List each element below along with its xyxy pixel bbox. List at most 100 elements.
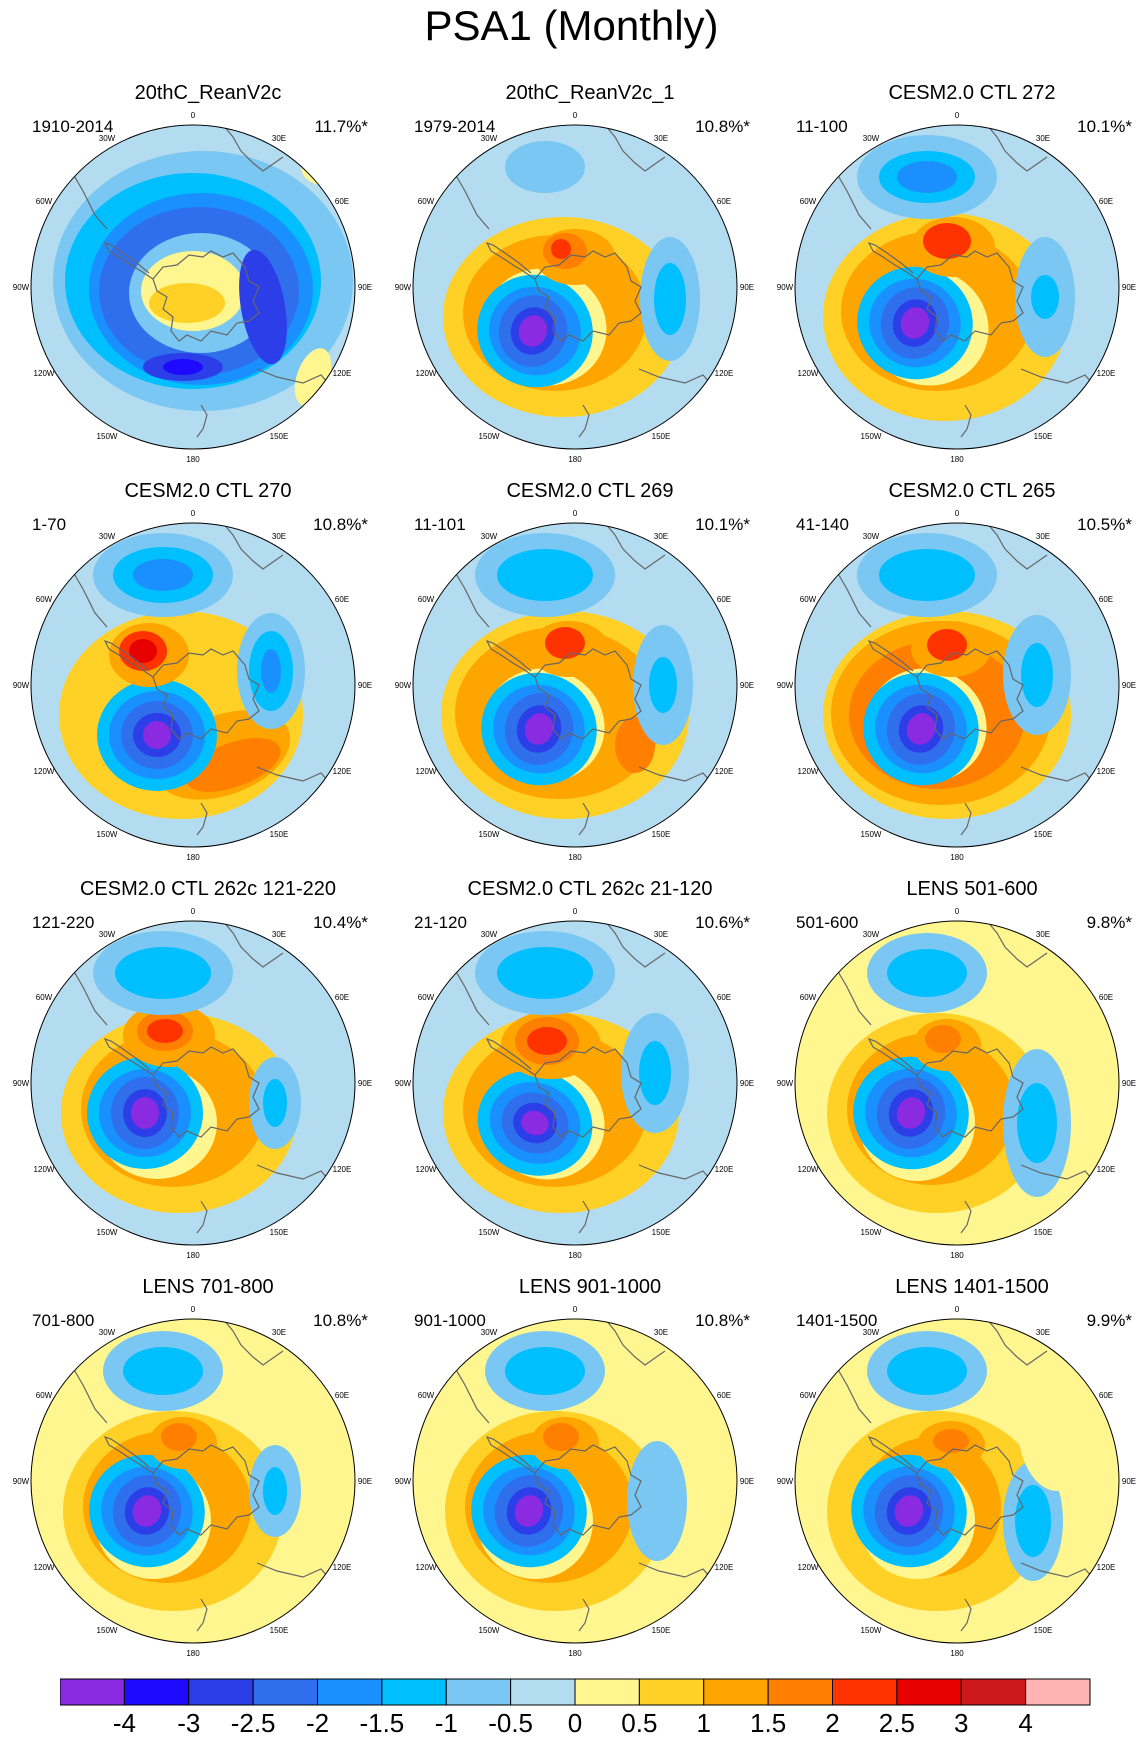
longitude-label: 60W <box>418 595 435 604</box>
longitude-label: 180 <box>950 455 964 464</box>
anomaly-contour <box>1017 1351 1097 1491</box>
colorbar-swatch <box>703 1678 769 1706</box>
longitude-label: 90E <box>358 1477 372 1486</box>
polar-map: 0 30E 60E 90E 120E 150E 180 150W 120W 90W 60W 30W <box>777 111 1136 464</box>
panel-period: 1910-2014 <box>32 117 114 136</box>
colorbar-tick-label: -1 <box>434 1708 458 1738</box>
anomaly-contour <box>161 1423 197 1451</box>
map-boundary <box>412 124 738 450</box>
longitude-label: 120W <box>34 767 55 776</box>
map-panel: CESM2.0 CTL 262c 21-120 21-120 10.6%* 0 30E 6… <box>395 878 770 1278</box>
polar-map: 0 30E 60E 90E 120E 150E 180 150W 120W 90W 60W 30W <box>777 907 1136 1260</box>
panel-variance-percent: 10.6%* <box>695 913 750 932</box>
longitude-label: 30E <box>654 134 668 143</box>
longitude-label: 120W <box>416 767 437 776</box>
anomaly-contour <box>1017 1083 1057 1163</box>
anomaly-contour <box>132 1495 162 1527</box>
longitude-label: 90W <box>13 1079 30 1088</box>
longitude-label: 30W <box>481 930 498 939</box>
longitude-label: 150W <box>97 432 118 441</box>
anomaly-contour <box>115 947 211 999</box>
panel-variance-percent: 10.8%* <box>313 515 368 534</box>
longitude-label: 60W <box>36 993 53 1002</box>
map-boundary <box>794 124 1120 450</box>
anomaly-contour <box>521 1110 549 1136</box>
longitude-label: 120W <box>416 369 437 378</box>
colorbar-tick-label: 2.5 <box>878 1708 915 1738</box>
anomaly-contour <box>301 149 345 185</box>
longitude-label: 150E <box>270 432 289 441</box>
longitude-label: 30E <box>1036 930 1050 939</box>
panel-variance-percent: 10.1%* <box>695 515 750 534</box>
panel-period: 701-800 <box>32 1311 95 1330</box>
longitude-label: 180 <box>186 455 200 464</box>
colorbar-swatch <box>510 1678 576 1706</box>
map-panel: CESM2.0 CTL 269 11-101 10.1%* 0 30E 60E 90E 120… <box>395 480 770 880</box>
longitude-label: 90W <box>777 1477 794 1486</box>
longitude-label: 60W <box>800 993 817 1002</box>
longitude-label: 120W <box>34 369 55 378</box>
panel-period: 1401-1500 <box>796 1311 878 1330</box>
longitude-label: 120W <box>34 1165 55 1174</box>
panel-period: 1-70 <box>32 515 67 534</box>
anomaly-contour <box>263 1079 287 1127</box>
longitude-label: 120E <box>1097 1563 1116 1572</box>
colorbar-tick-label: 0.5 <box>621 1708 658 1738</box>
longitude-label: 0 <box>573 509 578 518</box>
longitude-label: 120W <box>416 1563 437 1572</box>
colorbar-tick-label: 1.5 <box>750 1708 787 1738</box>
anomaly-contour <box>263 1467 287 1515</box>
longitude-label: 150E <box>652 1626 671 1635</box>
longitude-label: 90E <box>1122 681 1136 690</box>
polar-map: 0 30E 60E 90E 120E 150E 180 150W 120W 90W 60W 30W <box>13 907 372 1260</box>
polar-map: 0 30E 60E 90E 120E 150E 180 150W 120W 90W 60W 30W <box>13 111 372 464</box>
panel-variance-percent: 10.5%* <box>1077 515 1132 534</box>
polar-map: 0 30E 60E 90E 120E 150E 180 150W 120W 90W 60W 30W <box>395 1305 754 1658</box>
panel-title: 20thC_ReanV2c <box>134 82 282 104</box>
longitude-label: 0 <box>191 111 196 120</box>
panel-variance-percent: 10.8%* <box>695 117 750 136</box>
longitude-label: 60E <box>335 1391 349 1400</box>
longitude-label: 60W <box>36 1391 53 1400</box>
longitude-label: 90E <box>740 1079 754 1088</box>
longitude-label: 30E <box>1036 532 1050 541</box>
longitude-label: 120E <box>333 1165 352 1174</box>
polar-map: 0 30E 60E 90E 120E 150E 180 150W 120W 90W 60W 30W <box>395 509 754 862</box>
panel-title: 20thC_ReanV2c_1 <box>505 82 675 104</box>
colorbar-tick-label: 0 <box>567 1708 583 1738</box>
panel-period: 501-600 <box>796 913 859 932</box>
colorbar-swatch <box>767 1678 834 1706</box>
panel-variance-percent: 9.8%* <box>1086 913 1132 932</box>
anomaly-contour <box>131 1097 159 1129</box>
longitude-label: 180 <box>186 1649 200 1658</box>
panel-title: CESM2.0 CTL 270 <box>124 480 292 502</box>
longitude-label: 120W <box>34 1563 55 1572</box>
panel-period: 21-120 <box>414 913 467 932</box>
panel-variance-percent: 11.7%* <box>314 117 368 136</box>
anomaly-contour <box>123 1347 203 1395</box>
longitude-label: 0 <box>955 907 960 916</box>
longitude-label: 120W <box>798 1563 819 1572</box>
longitude-label: 60E <box>335 197 349 206</box>
colorbar-swatch <box>60 1678 125 1706</box>
colorbar-tick-label: -4 <box>112 1708 136 1738</box>
longitude-label: 120E <box>715 1165 734 1174</box>
map-panel: CESM2.0 CTL 270 1-70 10.8%* 0 30E 60E 90E 120E 1… <box>13 480 388 880</box>
longitude-label: 120W <box>798 767 819 776</box>
colorbar-tick-label: 4 <box>1018 1708 1033 1738</box>
longitude-label: 60W <box>800 595 817 604</box>
colorbar-tick-label: -2 <box>305 1708 330 1738</box>
panel-title: CESM2.0 CTL 265 <box>888 480 1056 502</box>
longitude-label: 60W <box>418 1391 435 1400</box>
colorbar-tick-label: -3 <box>177 1708 201 1738</box>
longitude-label: 30W <box>863 930 880 939</box>
anomaly-contour <box>1015 1485 1051 1557</box>
anomaly-contour <box>527 1027 567 1055</box>
colorbar-swatch <box>381 1678 447 1706</box>
longitude-label: 120E <box>1097 767 1116 776</box>
panel-variance-percent: 10.1%* <box>1077 117 1132 136</box>
anomaly-contour <box>133 559 193 591</box>
longitude-label: 150E <box>1034 432 1053 441</box>
anomaly-contour <box>185 738 281 792</box>
